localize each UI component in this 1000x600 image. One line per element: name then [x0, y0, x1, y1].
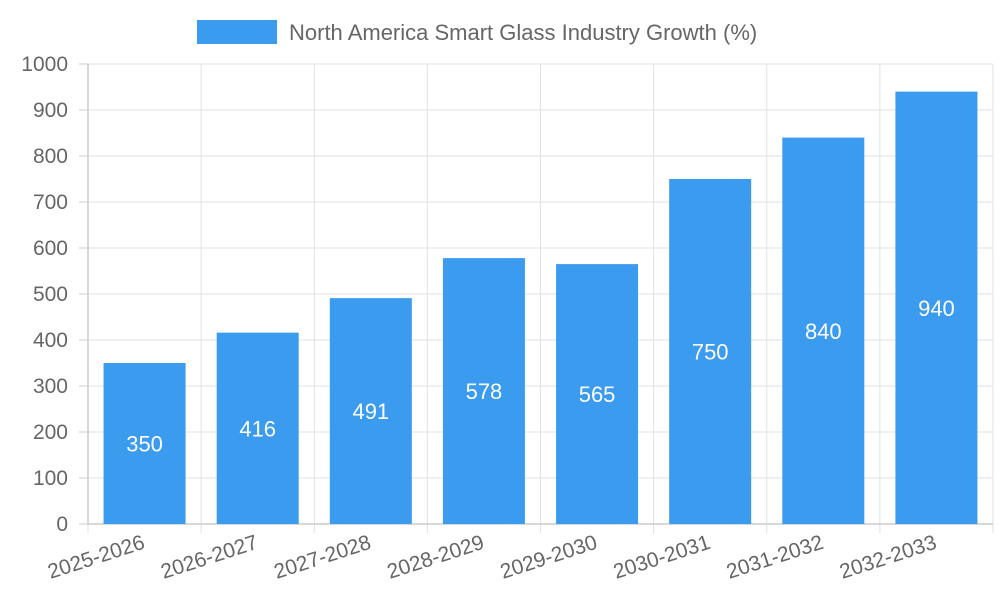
- legend-label: North America Smart Glass Industry Growt…: [289, 20, 757, 45]
- x-tick-label: 2032-2033: [837, 531, 940, 584]
- bar[interactable]: [329, 298, 412, 524]
- bar-value-label: 578: [466, 379, 503, 404]
- y-tick-label: 900: [33, 99, 68, 122]
- bar[interactable]: [442, 258, 525, 524]
- y-tick-label: 100: [33, 467, 68, 490]
- x-axis-ticks: 2025-2026 2026-2027 2027-2028 2028-2029 2029…: [45, 531, 940, 584]
- legend-swatch: [197, 20, 277, 44]
- bar[interactable]: [216, 332, 299, 524]
- y-tick-label: 300: [33, 375, 68, 398]
- bar-value-label: 750: [692, 340, 729, 365]
- x-tick-label: 2030-2031: [611, 531, 714, 584]
- bars: [103, 91, 978, 524]
- y-tick-label: 1000: [21, 53, 68, 76]
- y-tick-label: 0: [56, 513, 68, 536]
- bar-value-labels: 350 416 491 578 565 750 840 940: [126, 296, 955, 457]
- bar-value-label: 840: [805, 319, 842, 344]
- y-tick-label: 400: [33, 329, 68, 352]
- x-tick-label: 2031-2032: [724, 531, 827, 584]
- x-tick-label: 2025-2026: [45, 531, 148, 584]
- bar-value-label: 416: [239, 416, 276, 441]
- bar[interactable]: [103, 363, 186, 524]
- x-tick-label: 2028-2029: [384, 531, 487, 584]
- y-tick-label: 600: [33, 237, 68, 260]
- y-tick-label: 500: [33, 283, 68, 306]
- x-tick-label: 2026-2027: [158, 531, 261, 584]
- bar[interactable]: [895, 91, 978, 524]
- y-tick-label: 700: [33, 191, 68, 214]
- bar[interactable]: [556, 264, 639, 524]
- bar[interactable]: [669, 179, 752, 524]
- bar-value-label: 940: [918, 296, 955, 321]
- y-tick-label: 200: [33, 421, 68, 444]
- legend[interactable]: North America Smart Glass Industry Growt…: [197, 20, 757, 45]
- y-tick-label: 800: [33, 145, 68, 168]
- x-tick-label: 2027-2028: [271, 531, 374, 584]
- bar-value-label: 565: [579, 382, 616, 407]
- bar-value-label: 491: [352, 399, 389, 424]
- x-tick-label: 2029-2030: [497, 531, 600, 584]
- bar-value-label: 350: [126, 432, 163, 457]
- y-axis-ticks: 0 100 200 300 400 500 600 700 800 900 1000: [21, 53, 88, 536]
- bar[interactable]: [782, 137, 865, 524]
